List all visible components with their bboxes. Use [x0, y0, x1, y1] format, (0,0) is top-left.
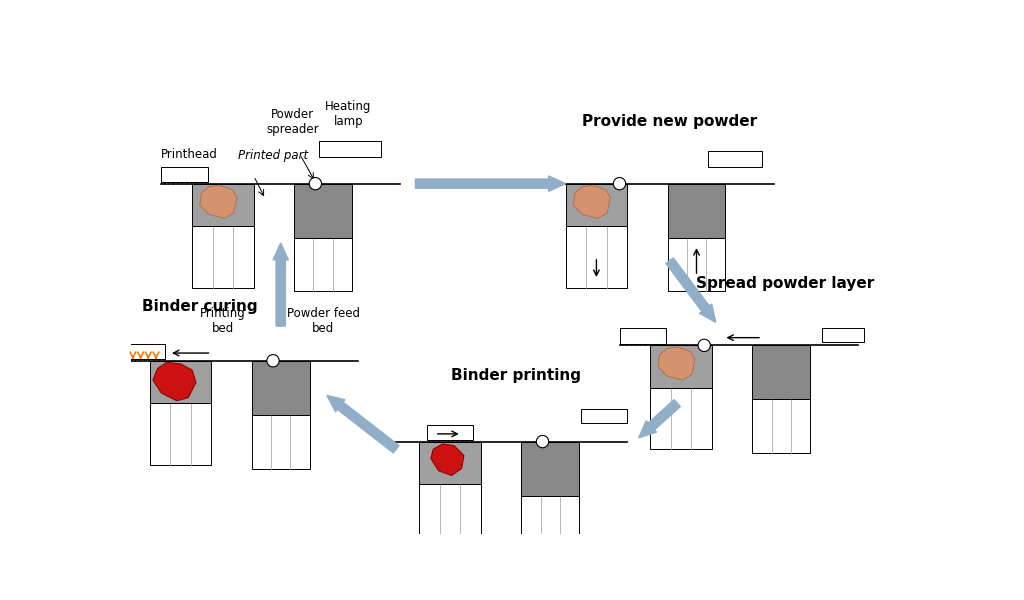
- Bar: [319, 141, 381, 157]
- Circle shape: [698, 339, 711, 352]
- FancyArrow shape: [273, 243, 289, 326]
- Bar: [427, 425, 473, 440]
- Bar: [419, 484, 481, 545]
- FancyArrow shape: [327, 395, 399, 453]
- FancyArrow shape: [666, 258, 716, 322]
- Circle shape: [613, 178, 626, 190]
- FancyArrow shape: [639, 400, 680, 438]
- Text: Binder curing: Binder curing: [142, 299, 258, 314]
- Circle shape: [537, 436, 549, 448]
- Bar: [620, 328, 666, 344]
- Text: Provide new powder: Provide new powder: [582, 115, 757, 130]
- Bar: [294, 238, 352, 292]
- Text: Printhead: Printhead: [162, 148, 218, 161]
- Bar: [668, 184, 725, 238]
- Bar: [650, 346, 712, 388]
- Bar: [193, 184, 254, 226]
- FancyArrow shape: [416, 176, 565, 191]
- Bar: [521, 442, 580, 496]
- Bar: [708, 151, 762, 167]
- Bar: [294, 184, 352, 238]
- Polygon shape: [153, 362, 196, 401]
- Bar: [565, 226, 628, 287]
- Polygon shape: [573, 185, 610, 218]
- Bar: [150, 403, 211, 464]
- Text: Binder printing: Binder printing: [451, 368, 581, 383]
- Text: Heating
lamp: Heating lamp: [326, 100, 372, 128]
- Polygon shape: [431, 444, 464, 475]
- Bar: [119, 344, 165, 359]
- Bar: [753, 399, 810, 453]
- Bar: [193, 226, 254, 287]
- Polygon shape: [658, 347, 695, 380]
- Bar: [668, 238, 725, 292]
- Bar: [822, 328, 864, 342]
- Bar: [581, 409, 628, 423]
- Bar: [252, 361, 309, 415]
- Text: Spread powder layer: Spread powder layer: [696, 276, 874, 291]
- Circle shape: [309, 178, 322, 190]
- Bar: [753, 346, 810, 399]
- Text: Powder
spreader: Powder spreader: [266, 108, 318, 136]
- Polygon shape: [200, 185, 237, 218]
- Bar: [252, 415, 309, 469]
- Bar: [565, 184, 628, 226]
- Bar: [73, 344, 118, 359]
- Bar: [150, 361, 211, 403]
- Bar: [419, 442, 481, 484]
- Bar: [521, 496, 580, 550]
- Bar: [162, 167, 208, 182]
- Bar: [650, 388, 712, 449]
- Circle shape: [267, 355, 280, 367]
- Text: Powder feed
bed: Powder feed bed: [287, 307, 359, 335]
- Text: Printed part: Printed part: [239, 149, 308, 162]
- Text: Printing
bed: Printing bed: [200, 307, 246, 335]
